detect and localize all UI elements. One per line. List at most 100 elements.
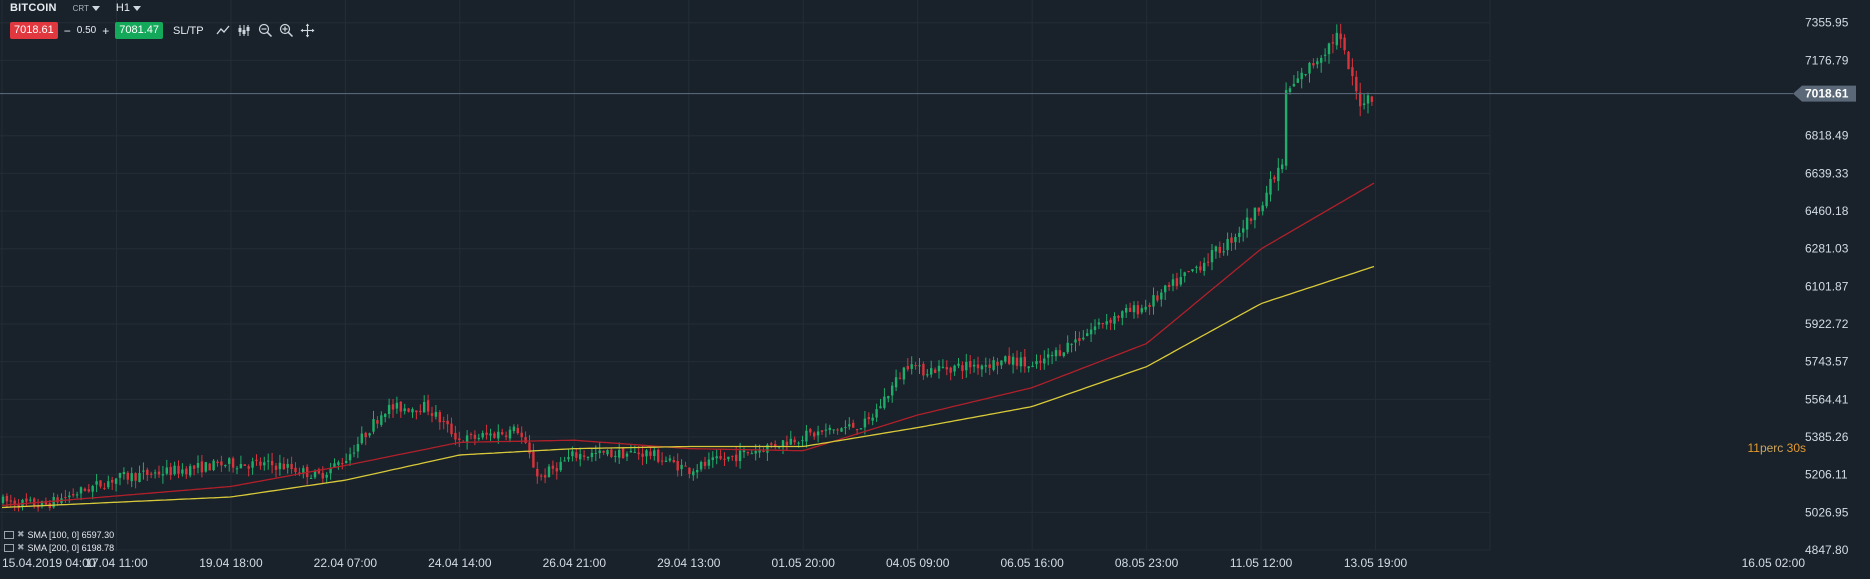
candle-body bbox=[1000, 360, 1003, 366]
price-axis[interactable]: 7355.95 7176.79 6818.49 6639.33 6460.18 6281.… bbox=[1805, 16, 1849, 557]
candle-body bbox=[859, 428, 863, 430]
candle-body bbox=[263, 462, 266, 466]
candle-body bbox=[114, 478, 118, 484]
candle-body bbox=[1050, 355, 1054, 357]
trade-bar: 7018.61 − 0.50 + 7081.47 SL/TP bbox=[10, 22, 315, 39]
indicators-icon[interactable] bbox=[237, 23, 252, 38]
toggle-visibility-icon[interactable] bbox=[4, 543, 14, 552]
candle-body bbox=[824, 429, 828, 431]
candle-body bbox=[696, 469, 699, 473]
candle-body bbox=[953, 365, 956, 372]
candle-body bbox=[1277, 167, 1280, 182]
candle-body bbox=[177, 465, 180, 474]
candle-body bbox=[1312, 63, 1315, 66]
candle-body bbox=[930, 368, 933, 375]
candle-body bbox=[286, 464, 289, 468]
price-tick-label: 5922.72 bbox=[1805, 317, 1849, 331]
candle-body bbox=[992, 360, 995, 370]
chart-type-icon[interactable] bbox=[216, 23, 231, 38]
instrument-type-dropdown[interactable]: CRT bbox=[73, 4, 100, 13]
legend-label: SMA [100, 0] 6597.30 bbox=[27, 529, 115, 540]
candle-body bbox=[1148, 304, 1151, 307]
candle-body bbox=[836, 429, 839, 431]
candle-body bbox=[348, 454, 352, 461]
candle-body bbox=[1191, 269, 1194, 272]
candle-body bbox=[898, 377, 902, 379]
price-tick-label: 6818.49 bbox=[1805, 129, 1849, 143]
time-tick-label: 26.04 21:00 bbox=[543, 556, 607, 570]
chart-toolbar bbox=[216, 23, 315, 38]
decrease-lot-button[interactable]: − bbox=[63, 23, 71, 38]
candle-body bbox=[454, 432, 457, 440]
candle-body bbox=[536, 468, 539, 477]
candle-body bbox=[387, 404, 391, 415]
candle-body bbox=[36, 506, 40, 508]
buy-button[interactable]: 7081.47 bbox=[115, 22, 164, 39]
candle-body bbox=[883, 396, 886, 408]
toggle-visibility-icon[interactable] bbox=[4, 530, 14, 539]
candle-body bbox=[965, 361, 968, 371]
candle-body bbox=[922, 363, 925, 376]
zoom-in-icon[interactable] bbox=[279, 23, 294, 38]
candle-body bbox=[715, 456, 718, 459]
candle-body bbox=[731, 455, 734, 457]
candle-body bbox=[1269, 178, 1272, 195]
candle-body bbox=[1206, 261, 1210, 263]
candle-body bbox=[150, 473, 153, 475]
candle-body bbox=[325, 474, 328, 478]
candle-body bbox=[9, 500, 12, 502]
sltp-button[interactable]: SL/TP bbox=[173, 24, 204, 37]
candle-body bbox=[969, 361, 972, 368]
close-icon[interactable]: ✖ bbox=[17, 542, 25, 552]
candle-body bbox=[1074, 339, 1077, 343]
price-tick-label: 5206.11 bbox=[1805, 468, 1848, 482]
candle-body bbox=[563, 460, 566, 462]
increase-lot-button[interactable]: + bbox=[102, 23, 110, 38]
candle-body bbox=[1273, 177, 1276, 180]
candle-body bbox=[208, 463, 211, 471]
candle-body bbox=[247, 466, 250, 469]
candle-body bbox=[1203, 262, 1206, 271]
candle-body bbox=[333, 463, 336, 468]
candle-body bbox=[945, 367, 948, 370]
time-tick-label: 04.05 09:00 bbox=[886, 556, 950, 570]
candle-body bbox=[1054, 350, 1058, 357]
candle-body bbox=[1355, 76, 1358, 92]
candle-body bbox=[239, 463, 243, 469]
candle-body bbox=[438, 412, 441, 423]
chevron-down-icon bbox=[132, 5, 141, 11]
candle-body bbox=[345, 461, 348, 464]
candle-body bbox=[231, 458, 235, 468]
time-tick-label: 22.04 07:00 bbox=[314, 556, 378, 570]
close-icon[interactable]: ✖ bbox=[17, 529, 25, 539]
candle-body bbox=[1156, 295, 1159, 301]
candle-body bbox=[762, 450, 765, 452]
timeframe-dropdown[interactable]: H1 bbox=[116, 2, 141, 14]
candle-body bbox=[1011, 356, 1015, 365]
candle-body bbox=[949, 367, 952, 373]
legend-sma-100: ✖ SMA [100, 0] 6597.30 bbox=[4, 529, 114, 540]
candle-body bbox=[926, 374, 929, 376]
candle-body bbox=[228, 458, 231, 464]
candle-body bbox=[407, 408, 410, 412]
candle-body bbox=[376, 420, 379, 424]
candle-body bbox=[1140, 308, 1143, 313]
candle-body bbox=[1, 496, 5, 503]
candle-body bbox=[621, 448, 625, 459]
candle-body bbox=[68, 495, 71, 498]
crosshair-icon[interactable] bbox=[300, 23, 315, 38]
zoom-out-icon[interactable] bbox=[258, 23, 273, 38]
sell-button[interactable]: 7018.61 bbox=[10, 22, 58, 39]
lot-size-value[interactable]: 0.50 bbox=[76, 25, 97, 36]
candle-body bbox=[1121, 311, 1124, 318]
candle-body bbox=[703, 461, 707, 466]
candle-body bbox=[497, 431, 500, 439]
candle-body bbox=[267, 460, 270, 462]
price-tick-label: 5564.41 bbox=[1805, 392, 1849, 406]
lot-size-control: − 0.50 + bbox=[58, 24, 116, 38]
legend-label: SMA [200, 0] 6198.78 bbox=[27, 542, 115, 553]
candle-body bbox=[594, 452, 597, 454]
candle-body bbox=[933, 369, 937, 373]
